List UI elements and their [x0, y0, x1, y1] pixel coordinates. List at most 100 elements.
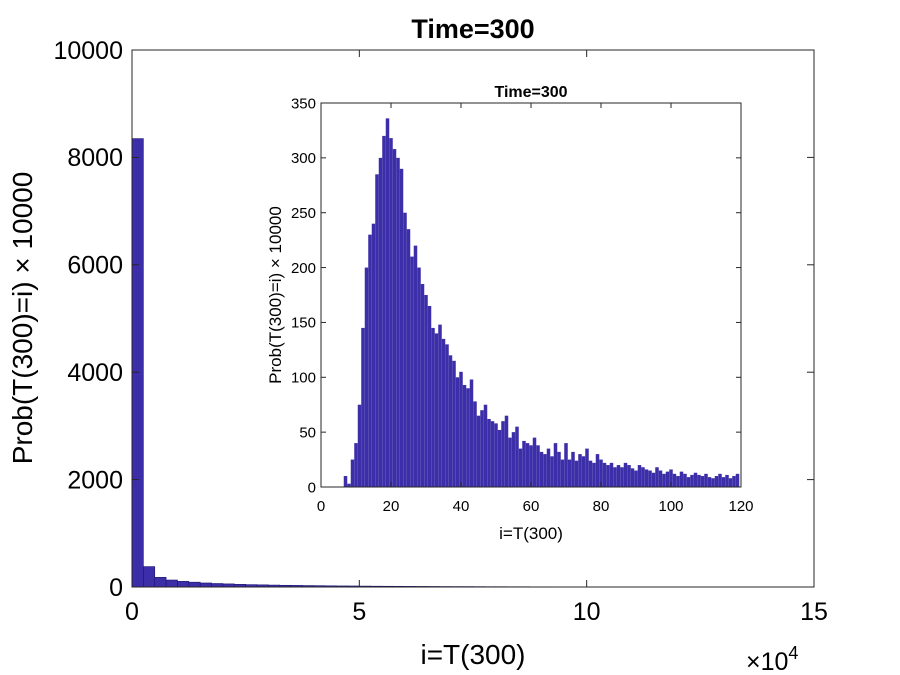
inset-bar: [592, 462, 596, 487]
inset-bar: [462, 384, 467, 487]
main-x-tick-label: 10: [573, 598, 601, 626]
inset-bar: [686, 477, 691, 487]
inset-bar: [371, 223, 376, 487]
inset-bar: [469, 379, 474, 487]
inset-bar: [669, 469, 673, 487]
inset-bar: [676, 476, 680, 487]
main-bar: [131, 138, 144, 588]
inset-bar: [487, 418, 491, 487]
inset-bar: [539, 451, 544, 487]
inset-bar: [588, 460, 593, 487]
inset-bar: [623, 462, 628, 487]
inset-bar: [483, 404, 488, 487]
inset-bar: [347, 483, 351, 487]
inset-chart-title: Time=300: [494, 84, 567, 101]
inset-bars: [343, 118, 740, 488]
inset-y-tick-label: 350: [291, 95, 316, 112]
main-x-tick-label: 0: [125, 598, 139, 626]
inset-bar: [448, 355, 453, 487]
inset-bar: [427, 305, 432, 487]
inset-bar: [564, 443, 568, 487]
inset-bar: [378, 157, 383, 488]
inset-bar: [389, 138, 393, 488]
inset-bar: [546, 448, 551, 487]
inset-bar: [515, 426, 519, 487]
inset-bar: [581, 456, 586, 487]
main-x-exponent: ×104: [746, 643, 798, 675]
main-axes-box: [131, 49, 815, 588]
main-x-exponent-power: 4: [788, 643, 798, 663]
inset-bar: [553, 443, 558, 487]
inset-bar: [648, 470, 652, 487]
inset-y-tick-label: 200: [291, 260, 316, 277]
inset-bar: [634, 470, 638, 487]
inset-bar: [560, 459, 565, 487]
inset-x-axis-label: i=T(300): [499, 524, 563, 543]
inset-bar: [368, 234, 372, 487]
inset-bar: [466, 388, 470, 487]
inset-x-tick-label: 120: [728, 498, 753, 515]
inset-x-tick-label: 20: [383, 498, 400, 515]
inset-bar: [735, 473, 740, 487]
inset-bar: [431, 327, 435, 487]
inset-bar: [364, 267, 369, 487]
main-y-tick-label: 2000: [67, 466, 123, 494]
inset-bar: [385, 118, 390, 488]
inset-bar: [714, 476, 719, 487]
inset-y-tick-label: 0: [308, 479, 316, 496]
inset-bar: [361, 327, 365, 487]
main-x-axis-label: i=T(300): [420, 639, 525, 670]
main-y-tick-label: 8000: [67, 144, 123, 172]
inset-bar: [350, 459, 355, 487]
inset-bar: [480, 410, 484, 487]
inset-bar: [420, 284, 425, 487]
inset-bar: [403, 212, 407, 487]
inset-bar: [574, 460, 579, 487]
inset-bar: [578, 454, 582, 487]
inset-bar: [501, 421, 505, 487]
main-y-tick-label: 4000: [67, 359, 123, 387]
inset-bar: [644, 469, 649, 487]
inset-bar: [508, 437, 512, 487]
inset-bar: [609, 462, 614, 487]
inset-bar: [543, 454, 547, 487]
inset-bar: [725, 474, 729, 487]
inset-bar: [525, 443, 530, 487]
inset-bar: [410, 256, 414, 487]
inset-bar: [406, 229, 411, 488]
inset-bar: [613, 467, 617, 487]
inset-bar: [375, 174, 379, 487]
inset-bar: [718, 473, 722, 487]
inset-bar: [473, 401, 477, 487]
inset-bar: [536, 445, 540, 487]
main-y-tick-label: 10000: [53, 37, 123, 65]
inset-bar: [494, 423, 498, 487]
inset-bar: [658, 470, 663, 487]
inset-x-tick-label: 60: [523, 498, 540, 515]
main-bar: [199, 582, 212, 588]
inset-y-tick-label: 300: [291, 150, 316, 167]
inset-bar: [497, 429, 502, 487]
inset-bar: [630, 468, 635, 487]
inset-bar: [518, 448, 523, 487]
inset-bar: [490, 421, 495, 487]
inset-bar: [665, 471, 670, 487]
inset-bar: [550, 456, 554, 487]
inset-x-tick-label: 80: [593, 498, 610, 515]
inset-bar: [343, 476, 348, 487]
inset-bar: [557, 451, 561, 487]
inset-bar: [672, 473, 677, 487]
main-bar: [154, 577, 167, 588]
main-bar: [177, 581, 190, 588]
inset-y-tick-label: 250: [291, 205, 316, 222]
inset-bar: [511, 432, 516, 487]
inset-bar: [711, 478, 715, 487]
main-x-exponent-base: ×10: [746, 648, 788, 675]
main-y-tick-label: 6000: [67, 252, 123, 280]
main-y-tick-label: 0: [109, 574, 123, 602]
inset-bar: [704, 473, 708, 487]
inset-bar: [567, 459, 572, 487]
inset-bar: [599, 459, 603, 487]
inset-bar: [641, 467, 645, 487]
